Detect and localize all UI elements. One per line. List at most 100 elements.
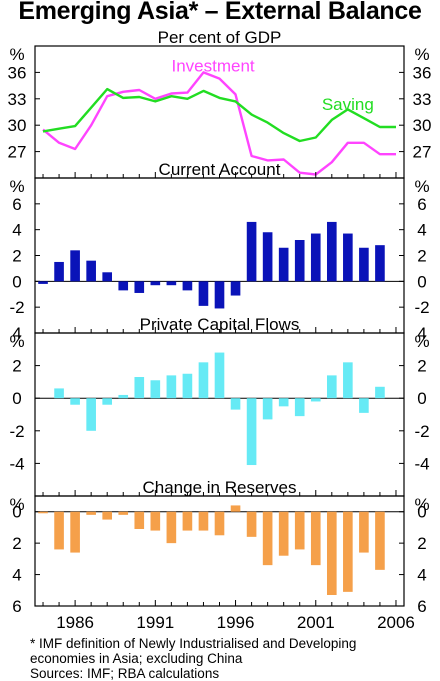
bar-1992	[166, 281, 177, 286]
series-line-investment	[42, 71, 396, 176]
bar-1998	[262, 398, 273, 420]
y-tick-label-left: 0	[12, 389, 21, 408]
bar-1995	[214, 511, 225, 536]
bar-1997	[246, 398, 257, 466]
bar-1989	[118, 511, 129, 515]
bar-1995	[214, 281, 225, 309]
y-tick-label-left: 4	[12, 324, 21, 343]
y-tick-label-left: 2	[12, 534, 21, 553]
bar-1991	[150, 281, 161, 286]
y-tick-label-right: 4	[417, 221, 426, 240]
footnote-definition: * IMF definition of Newly Industrialised…	[30, 636, 357, 651]
bar-1989	[118, 281, 129, 291]
bar-2001	[310, 398, 321, 402]
bar-1986	[70, 398, 80, 405]
bar-1999	[278, 398, 289, 407]
bar-1994	[198, 362, 209, 399]
bar-1991	[150, 511, 161, 531]
y-tick-label-right: -2	[414, 422, 429, 441]
y-tick-label-right: 0	[417, 503, 426, 522]
footnote-sources: Sources: IMF; RBA calculations	[30, 666, 220, 681]
bar-2004	[359, 398, 369, 413]
y-tick-label-left: 4	[12, 566, 21, 585]
panel-subtitle: Per cent of GDP	[158, 28, 282, 47]
bar-1984	[38, 281, 48, 284]
bar-1999	[278, 511, 289, 556]
y-tick-label-right: 4	[417, 566, 426, 585]
bar-1996	[230, 505, 241, 512]
bar-1992	[166, 375, 177, 399]
bar-1999	[278, 247, 289, 282]
y-tick-label-left: -4	[9, 454, 24, 473]
bar-1990	[134, 281, 145, 293]
bar-2002	[326, 375, 337, 399]
panel-subtitle: Private Capital Flows	[140, 315, 300, 334]
series-label-saving: Saving	[322, 95, 374, 114]
unit-label-right: %	[414, 495, 429, 514]
y-tick-label-right: 6	[417, 195, 426, 214]
bar-1995	[214, 352, 225, 399]
bar-2005	[375, 386, 385, 399]
bar-2004	[359, 511, 369, 553]
bar-2005	[375, 245, 385, 282]
bar-1993	[182, 373, 193, 399]
y-tick-label-left: 6	[12, 597, 21, 616]
bar-1994	[198, 511, 209, 531]
panel-subtitle: Change in Reserves	[142, 478, 296, 497]
footnote-definition-cont: economies in Asia; excluding China	[30, 651, 243, 666]
bar-1985	[54, 511, 64, 550]
y-tick-label-left: 0	[12, 272, 21, 291]
x-tick-label: 1986	[56, 613, 94, 632]
series-line-saving	[42, 87, 396, 143]
y-tick-label-left: 33	[8, 90, 27, 109]
bar-1990	[134, 377, 145, 399]
bar-1996	[230, 398, 241, 410]
y-tick-label-left: 2	[12, 247, 21, 266]
x-tick-label: 2001	[297, 613, 335, 632]
unit-label-right: %	[414, 332, 429, 351]
bar-1993	[182, 511, 193, 531]
unit-label-right: %	[414, 177, 429, 196]
bar-1990	[134, 511, 145, 529]
y-tick-label-left: 27	[8, 143, 27, 162]
x-tick-label: 1991	[136, 613, 174, 632]
bar-2000	[294, 511, 305, 550]
bar-1996	[230, 281, 241, 296]
bar-2005	[375, 511, 385, 570]
y-tick-label-left: 6	[12, 195, 21, 214]
panel-subtitle: Current Account	[159, 160, 281, 179]
y-tick-label-left: 4	[12, 221, 21, 240]
y-tick-label-right: 30	[413, 116, 432, 135]
bar-2001	[310, 511, 321, 566]
y-tick-label-right: 2	[417, 357, 426, 376]
bar-2002	[326, 511, 337, 595]
bar-1997	[246, 221, 257, 282]
y-tick-label-right: 36	[413, 63, 432, 82]
y-tick-label-right: 0	[417, 272, 426, 291]
bar-1988	[102, 511, 113, 520]
bar-1992	[166, 511, 177, 544]
y-tick-label-left: 0	[12, 503, 21, 522]
bar-1988	[102, 398, 113, 405]
bar-2003	[343, 233, 353, 282]
footnotes: * IMF definition of Newly Industrialised…	[30, 636, 356, 681]
bar-2004	[359, 247, 369, 282]
bar-1986	[70, 511, 80, 553]
y-tick-label-right: 33	[413, 90, 432, 109]
y-tick-label-right: -4	[414, 454, 429, 473]
unit-label-left: %	[9, 45, 24, 64]
bar-1997	[246, 511, 257, 537]
bar-1993	[182, 281, 193, 291]
series-label-investment: Investment	[172, 57, 255, 76]
unit-label-right: %	[414, 45, 429, 64]
unit-label-left: %	[9, 332, 24, 351]
unit-label-left: %	[9, 495, 24, 514]
y-tick-label-right: 2	[417, 534, 426, 553]
bar-1989	[118, 394, 129, 399]
x-tick-label: 2006	[377, 613, 415, 632]
bar-1986	[70, 250, 80, 282]
bar-1987	[86, 511, 96, 515]
y-tick-label-left: -2	[9, 422, 24, 441]
bar-2002	[326, 221, 337, 282]
bar-1994	[198, 281, 209, 306]
